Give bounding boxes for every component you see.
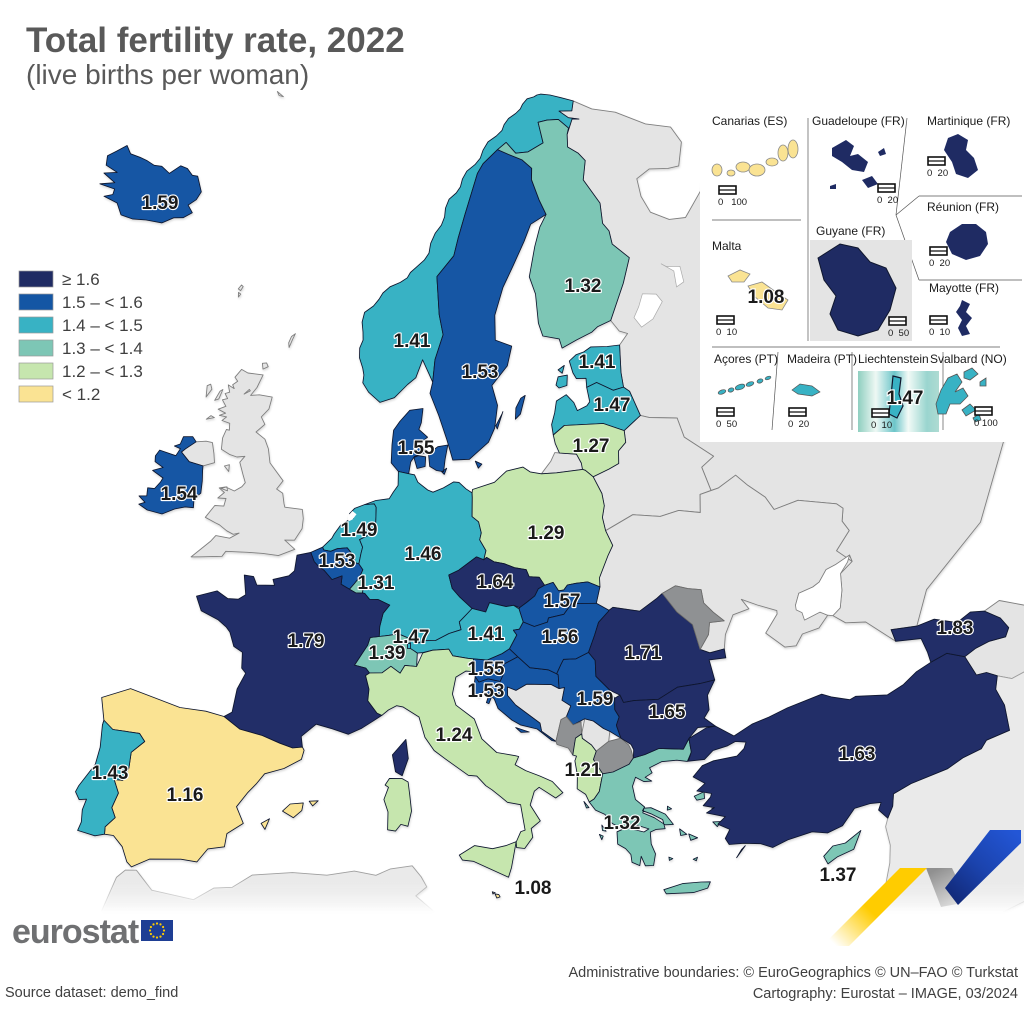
svg-text:Guadeloupe (FR): Guadeloupe (FR) [812, 114, 905, 128]
svg-text:Liechtenstein: Liechtenstein [858, 352, 929, 366]
svg-text:1.55: 1.55 [468, 659, 505, 680]
svg-text:Martinique (FR): Martinique (FR) [927, 114, 1010, 128]
svg-text:Svalbard (NO): Svalbard (NO) [930, 352, 1007, 366]
svg-text:Guyane (FR): Guyane (FR) [816, 224, 885, 238]
svg-text:0 20: 0 20 [927, 168, 948, 179]
svg-text:0 50: 0 50 [716, 419, 737, 430]
svg-text:0 100: 0 100 [718, 197, 747, 208]
svg-text:1.54: 1.54 [161, 484, 198, 505]
svg-text:1.49: 1.49 [341, 520, 378, 541]
svg-text:Açores (PT): Açores (PT) [714, 352, 778, 366]
svg-text:1.41: 1.41 [579, 352, 616, 373]
svg-text:< 1.2: < 1.2 [62, 385, 100, 404]
svg-text:1.43: 1.43 [92, 763, 129, 784]
svg-text:1.53: 1.53 [319, 551, 356, 572]
svg-text:1.16: 1.16 [167, 785, 204, 806]
svg-text:1.46: 1.46 [405, 544, 442, 565]
svg-text:Réunion (FR): Réunion (FR) [927, 200, 999, 214]
svg-text:Mayotte (FR): Mayotte (FR) [929, 281, 999, 295]
svg-text:1.5 – < 1.6: 1.5 – < 1.6 [62, 293, 143, 312]
svg-text:eurostat: eurostat [12, 913, 139, 951]
svg-text:1.53: 1.53 [462, 362, 499, 383]
svg-text:1.4 – < 1.5: 1.4 – < 1.5 [62, 316, 143, 335]
svg-text:1.08: 1.08 [748, 287, 785, 308]
svg-text:Cartography: Eurostat – IMAGE,: Cartography: Eurostat – IMAGE, 03/2024 [753, 986, 1018, 1002]
svg-text:1.29: 1.29 [528, 523, 565, 544]
svg-text:0 10: 0 10 [871, 420, 892, 431]
svg-text:1.39: 1.39 [369, 643, 406, 664]
svg-text:1.47: 1.47 [594, 395, 631, 416]
svg-text:1.71: 1.71 [625, 643, 662, 664]
svg-text:1.57: 1.57 [544, 591, 581, 612]
svg-text:1.08: 1.08 [515, 878, 552, 899]
svg-text:1.31: 1.31 [358, 573, 395, 594]
svg-text:0 100: 0 100 [974, 418, 998, 429]
svg-text:0 10: 0 10 [716, 327, 737, 338]
svg-text:1.47: 1.47 [393, 627, 430, 648]
svg-text:1.83: 1.83 [937, 618, 974, 639]
svg-text:1.56: 1.56 [542, 627, 579, 648]
svg-text:1.59: 1.59 [577, 689, 614, 710]
svg-text:1.47: 1.47 [887, 388, 924, 409]
svg-text:1.2 – < 1.3: 1.2 – < 1.3 [62, 362, 143, 381]
svg-text:1.37: 1.37 [820, 865, 857, 886]
svg-text:1.59: 1.59 [142, 193, 179, 214]
svg-text:0 10: 0 10 [929, 327, 950, 338]
svg-text:1.63: 1.63 [839, 744, 876, 765]
svg-text:Madeira (PT): Madeira (PT) [787, 352, 857, 366]
svg-text:1.41: 1.41 [394, 331, 431, 352]
svg-text:1.53: 1.53 [468, 681, 505, 702]
svg-text:Source dataset: demo_find: Source dataset: demo_find [5, 985, 178, 1001]
svg-text:Malta: Malta [712, 239, 742, 253]
svg-text:1.27: 1.27 [573, 436, 610, 457]
svg-text:1.55: 1.55 [398, 438, 435, 459]
svg-text:1.65: 1.65 [649, 702, 686, 723]
svg-text:1.32: 1.32 [565, 276, 602, 297]
svg-text:Canarias (ES): Canarias (ES) [712, 114, 787, 128]
svg-text:(live births per woman): (live births per woman) [26, 59, 309, 90]
svg-text:1.3 – < 1.4: 1.3 – < 1.4 [62, 339, 143, 358]
svg-text:Total fertility rate, 2022: Total fertility rate, 2022 [26, 21, 405, 60]
svg-text:0 20: 0 20 [929, 258, 950, 269]
svg-text:0 50: 0 50 [888, 328, 909, 339]
svg-text:1.24: 1.24 [436, 725, 473, 746]
svg-text:1.21: 1.21 [565, 760, 602, 781]
svg-text:1.79: 1.79 [288, 631, 325, 652]
svg-text:0 20: 0 20 [788, 419, 809, 430]
svg-text:1.64: 1.64 [477, 572, 514, 593]
svg-text:1.41: 1.41 [468, 624, 505, 645]
svg-text:≥ 1.6: ≥ 1.6 [62, 270, 100, 289]
svg-text:Administrative boundaries: © E: Administrative boundaries: © EuroGeograp… [568, 965, 1018, 981]
svg-text:1.32: 1.32 [604, 813, 641, 834]
svg-text:0 20: 0 20 [877, 195, 898, 206]
